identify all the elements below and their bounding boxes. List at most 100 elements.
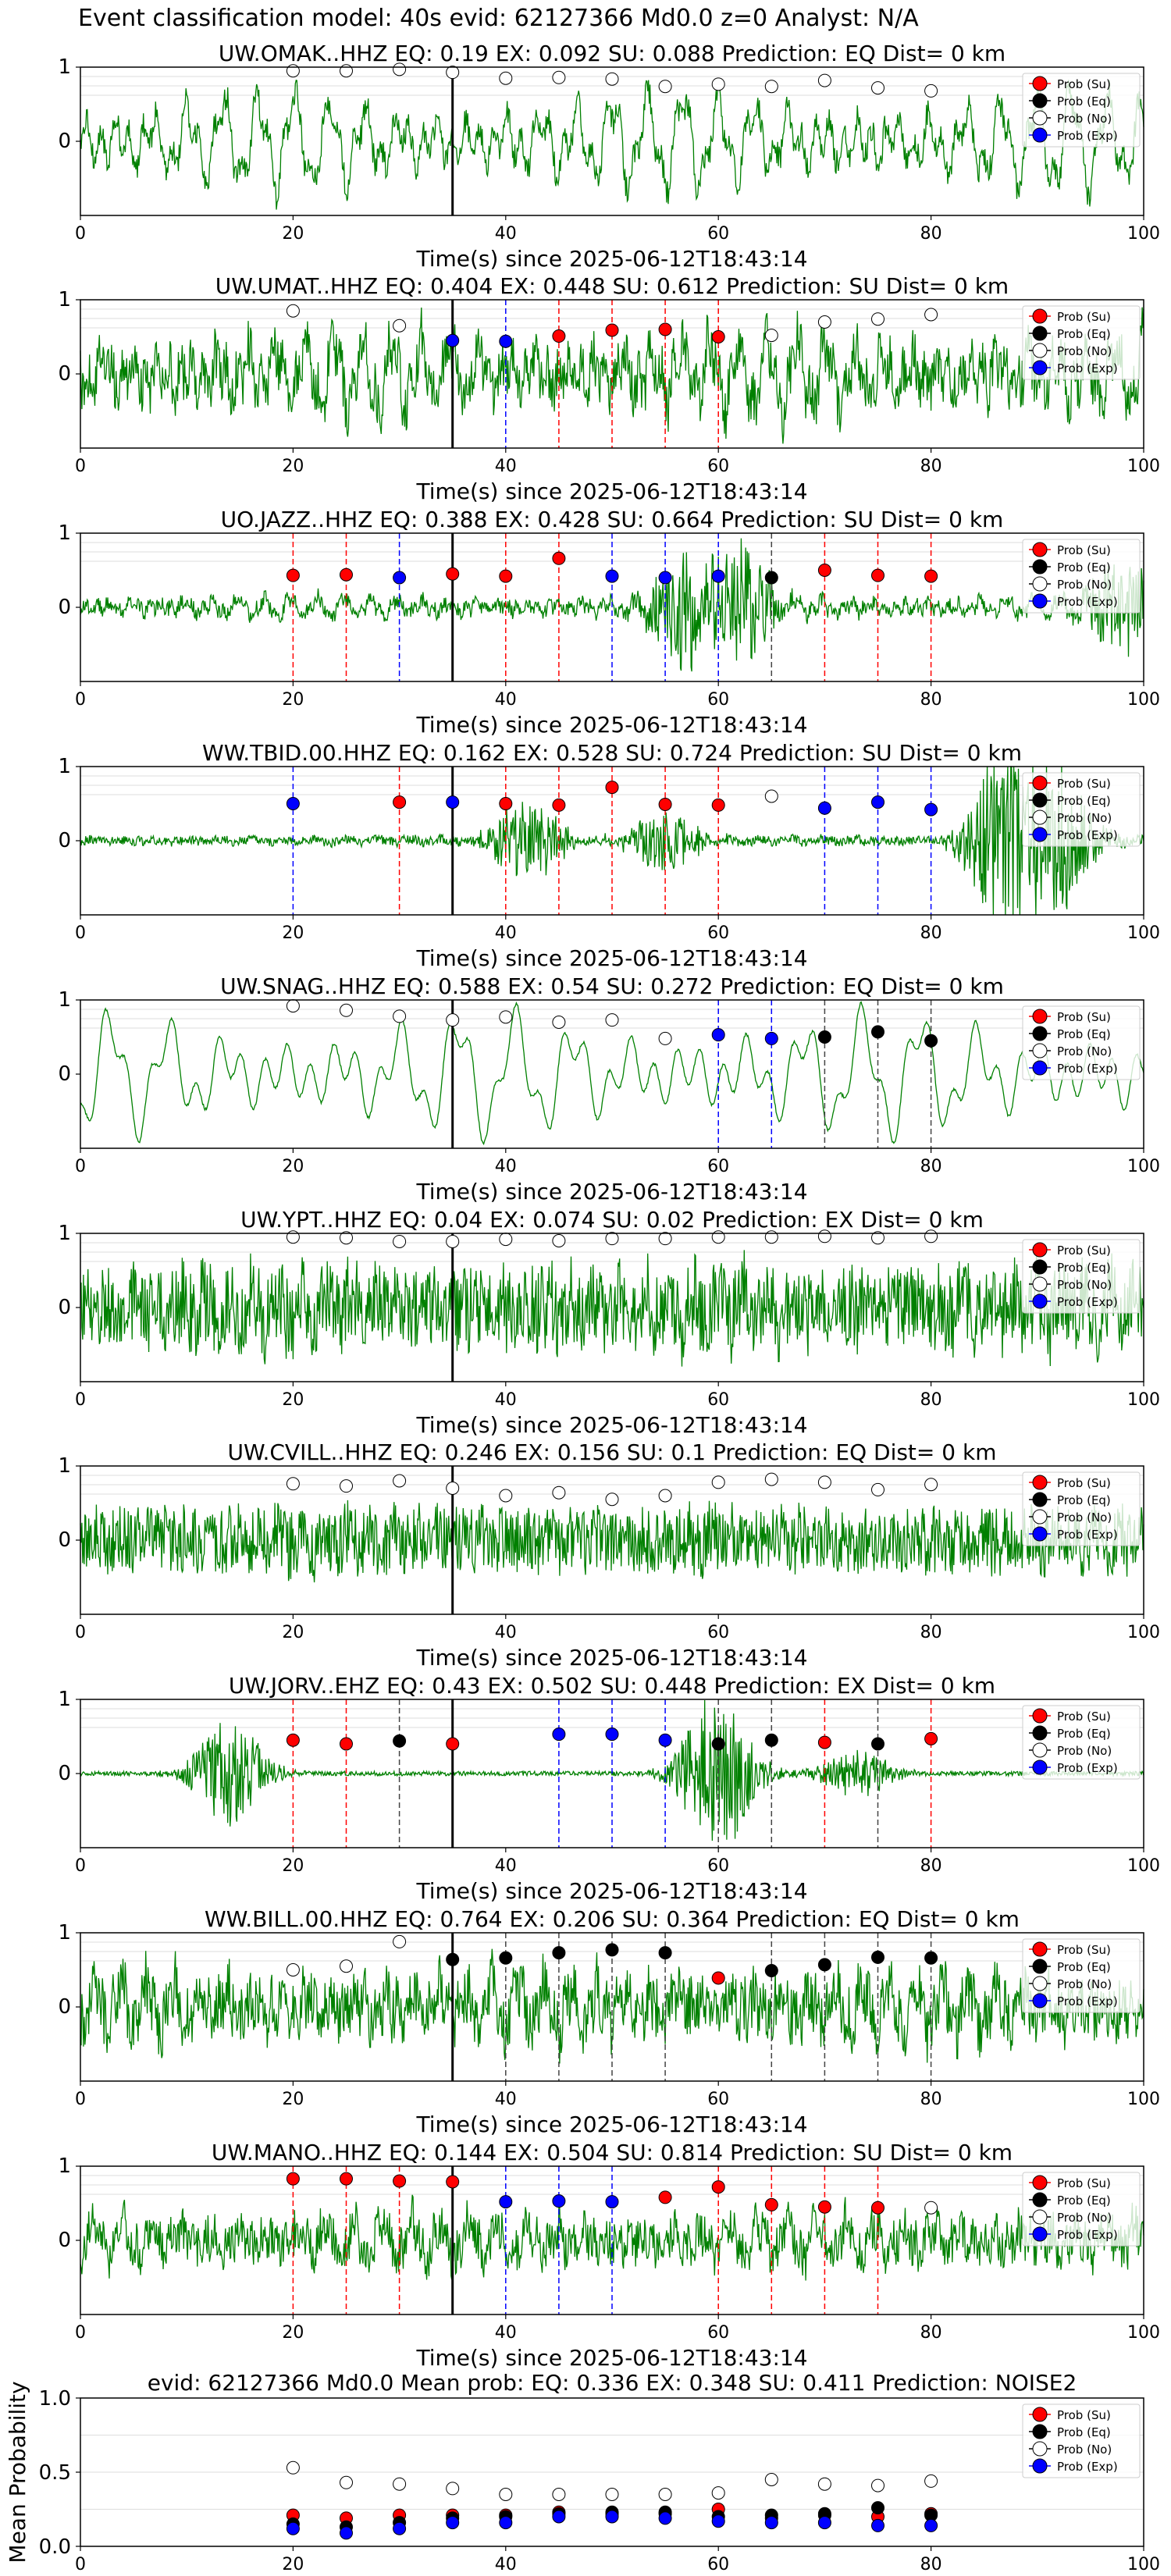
x-tick-label: 80: [920, 1390, 942, 1410]
legend-label: Prob (Eq): [1057, 1027, 1111, 1041]
x-tick-label: 20: [282, 690, 304, 710]
prob-marker: [286, 568, 300, 582]
prob-marker: [871, 1231, 884, 1245]
y-tick-label: 0: [58, 829, 71, 852]
prob-marker: [499, 2195, 513, 2209]
legend-marker: [1032, 1492, 1048, 1507]
legend-marker: [1032, 1060, 1048, 1076]
x-tick-label: 20: [282, 2090, 304, 2109]
mean-prob-marker: [393, 2477, 407, 2491]
legend-label: Prob (Exp): [1057, 361, 1118, 375]
prob-marker: [446, 66, 460, 80]
x-tick-label: 0: [75, 1390, 86, 1410]
legend-marker: [1032, 1959, 1048, 1974]
x-tick-label: 100: [1127, 923, 1160, 943]
x-tick-label: 60: [707, 1623, 729, 1642]
mean-prob-marker: [286, 2521, 300, 2535]
prob-marker: [764, 1031, 778, 1045]
mean-prob-marker: [605, 2510, 619, 2524]
prob-marker: [446, 1234, 460, 1248]
legend-marker: [1032, 326, 1048, 341]
legend-frame: [1022, 1938, 1141, 2013]
x-tick-label: 100: [1127, 2555, 1160, 2574]
prob-marker: [340, 1959, 353, 1973]
x-axis-label: Time(s) since 2025-06-12T18:43:14: [415, 1412, 807, 1438]
prob-marker: [871, 795, 884, 809]
prob-marker: [499, 1489, 513, 1503]
panel-title: UW.OMAK..HHZ EQ: 0.19 EX: 0.092 SU: 0.08…: [219, 41, 1005, 66]
legend-marker: [1032, 576, 1048, 592]
x-tick-label: 20: [282, 2555, 304, 2574]
prob-marker: [605, 1943, 619, 1957]
x-tick-label: 80: [920, 923, 942, 943]
prob-marker: [446, 1737, 460, 1751]
x-tick-label: 60: [707, 923, 729, 943]
y-tick-label: 0: [58, 596, 71, 619]
mean-prob-marker: [286, 2460, 300, 2475]
legend-label: Prob (No): [1057, 1278, 1112, 1292]
mean-prob-marker: [605, 2488, 619, 2501]
prob-marker: [871, 1737, 884, 1751]
x-tick-label: 20: [282, 457, 304, 476]
prob-marker: [499, 797, 513, 810]
prob-marker: [340, 1479, 353, 1493]
prob-marker: [817, 1958, 831, 1972]
legend: Prob (Su) Prob (Eq) Prob (No) Prob (Exp): [1022, 2172, 1141, 2247]
prob-marker: [499, 1233, 513, 1247]
y-tick-label: 0: [58, 1062, 71, 1086]
x-axis-label: Time(s) since 2025-06-12T18:43:14: [415, 945, 807, 971]
legend-marker: [1032, 1993, 1048, 2008]
legend-frame: [1022, 539, 1141, 614]
prob-marker: [446, 1482, 460, 1495]
prob-marker: [711, 2180, 725, 2194]
prob-marker: [499, 1010, 513, 1024]
waveform-trace: [80, 1001, 1144, 1146]
x-tick-label: 40: [495, 2555, 517, 2574]
legend-label: Prob (Exp): [1057, 1528, 1118, 1542]
mean-prob-marker: [764, 2473, 778, 2486]
chart-panel-snag: 0 20 40 60 80 100 0 1 UW.SNAG..HHZ EQ: 0.588 EX:…: [58, 973, 1160, 1204]
prob-marker: [393, 1234, 407, 1248]
legend-label: Prob (Eq): [1057, 94, 1111, 109]
x-axis-label: Time(s) since 2025-06-12T18:43:14: [415, 1179, 807, 1204]
x-tick-label: 100: [1127, 690, 1160, 710]
x-axis-label: Time(s) since 2025-06-12T18:43:14: [415, 712, 807, 738]
x-axis-label: Time(s) since 2025-06-12T18:43:14: [415, 479, 807, 504]
y-tick-label: 0: [58, 2229, 71, 2252]
prob-marker: [605, 1727, 619, 1742]
prob-marker: [552, 798, 566, 812]
prob-marker: [871, 2201, 884, 2215]
x-tick-label: 100: [1127, 2323, 1160, 2343]
x-tick-label: 80: [920, 224, 942, 244]
legend-marker: [1032, 1242, 1048, 1258]
prob-marker: [764, 80, 778, 94]
prob-marker: [924, 569, 938, 583]
prob-marker: [871, 568, 884, 582]
x-tick-label: 40: [495, 1623, 517, 1642]
waveform-trace: [80, 1500, 1144, 1583]
prob-marker: [924, 1034, 938, 1048]
legend-marker: [1032, 1293, 1048, 1309]
legend-marker: [1032, 1259, 1048, 1275]
prob-marker: [817, 315, 831, 329]
prob-marker: [764, 571, 778, 585]
prob-marker: [924, 1478, 938, 1492]
legend-marker: [1032, 2209, 1048, 2225]
prob-marker: [817, 1030, 831, 1044]
x-tick-label: 100: [1127, 1856, 1160, 1876]
y-tick-label: 0: [58, 1296, 71, 1319]
legend-label: Prob (Eq): [1057, 1960, 1111, 1974]
legend: Prob (Su) Prob (Eq) Prob (No) Prob (Exp): [1022, 1239, 1141, 1314]
mean-prob-marker: [764, 2516, 778, 2530]
legend-label: Prob (Su): [1057, 310, 1111, 324]
x-tick-label: 60: [707, 2323, 729, 2343]
legend-marker: [1032, 2175, 1048, 2190]
legend-marker: [1032, 343, 1048, 358]
x-tick-label: 0: [75, 2323, 86, 2343]
legend-marker: [1032, 1276, 1048, 1292]
x-tick-label: 80: [920, 1856, 942, 1876]
prob-marker: [286, 1230, 300, 1244]
prob-marker: [552, 1946, 566, 1960]
waveform-trace: [80, 79, 1144, 210]
y-tick-label: 0.5: [39, 2461, 71, 2485]
